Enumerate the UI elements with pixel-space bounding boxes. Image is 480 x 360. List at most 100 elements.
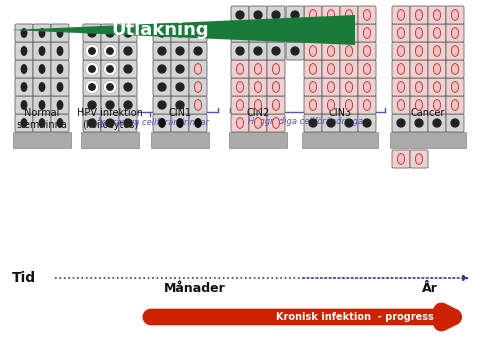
FancyBboxPatch shape xyxy=(249,42,267,60)
Circle shape xyxy=(236,11,244,19)
FancyBboxPatch shape xyxy=(189,96,207,114)
Bar xyxy=(229,132,287,148)
FancyBboxPatch shape xyxy=(267,6,285,24)
Ellipse shape xyxy=(38,28,46,38)
Ellipse shape xyxy=(363,46,371,57)
FancyBboxPatch shape xyxy=(171,114,189,132)
Circle shape xyxy=(291,29,299,37)
Text: Normal
slemhinna: Normal slemhinna xyxy=(17,108,67,130)
Ellipse shape xyxy=(346,64,353,75)
FancyBboxPatch shape xyxy=(153,42,171,60)
Ellipse shape xyxy=(327,82,335,93)
FancyBboxPatch shape xyxy=(446,24,464,42)
FancyBboxPatch shape xyxy=(15,78,33,96)
FancyBboxPatch shape xyxy=(340,60,358,78)
FancyBboxPatch shape xyxy=(358,24,376,42)
Ellipse shape xyxy=(57,64,63,74)
Circle shape xyxy=(124,29,132,37)
Ellipse shape xyxy=(397,28,405,39)
Circle shape xyxy=(397,119,405,127)
FancyBboxPatch shape xyxy=(15,60,33,78)
FancyBboxPatch shape xyxy=(340,42,358,60)
FancyBboxPatch shape xyxy=(119,114,137,132)
Circle shape xyxy=(106,119,114,127)
FancyBboxPatch shape xyxy=(358,114,376,132)
Circle shape xyxy=(254,29,262,37)
FancyBboxPatch shape xyxy=(51,96,69,114)
Circle shape xyxy=(194,29,202,37)
Circle shape xyxy=(124,65,132,73)
Ellipse shape xyxy=(433,10,441,21)
FancyBboxPatch shape xyxy=(428,78,446,96)
Ellipse shape xyxy=(346,100,353,111)
Circle shape xyxy=(363,119,371,127)
FancyBboxPatch shape xyxy=(249,78,267,96)
FancyBboxPatch shape xyxy=(101,114,119,132)
Circle shape xyxy=(103,62,117,76)
Ellipse shape xyxy=(194,100,202,111)
Ellipse shape xyxy=(21,46,27,56)
Ellipse shape xyxy=(194,118,202,128)
Ellipse shape xyxy=(21,82,27,92)
Ellipse shape xyxy=(415,10,422,21)
Ellipse shape xyxy=(310,10,317,21)
FancyBboxPatch shape xyxy=(83,114,101,132)
FancyBboxPatch shape xyxy=(249,24,267,42)
Ellipse shape xyxy=(272,64,279,75)
FancyBboxPatch shape xyxy=(231,96,249,114)
Ellipse shape xyxy=(433,46,441,57)
FancyBboxPatch shape xyxy=(33,42,51,60)
FancyBboxPatch shape xyxy=(410,60,428,78)
FancyBboxPatch shape xyxy=(410,114,428,132)
FancyBboxPatch shape xyxy=(392,114,410,132)
Bar xyxy=(81,132,139,148)
Ellipse shape xyxy=(327,100,335,111)
FancyBboxPatch shape xyxy=(340,114,358,132)
FancyBboxPatch shape xyxy=(358,6,376,24)
FancyBboxPatch shape xyxy=(171,96,189,114)
FancyBboxPatch shape xyxy=(392,6,410,24)
Circle shape xyxy=(236,47,244,55)
Circle shape xyxy=(176,83,184,91)
FancyBboxPatch shape xyxy=(392,24,410,42)
Circle shape xyxy=(291,47,299,55)
FancyBboxPatch shape xyxy=(286,42,304,60)
FancyBboxPatch shape xyxy=(322,6,340,24)
FancyBboxPatch shape xyxy=(51,42,69,60)
Ellipse shape xyxy=(57,100,63,110)
FancyBboxPatch shape xyxy=(189,114,207,132)
Circle shape xyxy=(291,11,299,19)
FancyBboxPatch shape xyxy=(249,6,267,24)
Text: Höggradiga cellförändringar: Höggradiga cellförändringar xyxy=(248,117,367,126)
Circle shape xyxy=(124,47,132,55)
Ellipse shape xyxy=(38,64,46,74)
FancyBboxPatch shape xyxy=(249,114,267,132)
Ellipse shape xyxy=(57,82,63,92)
Text: Tid: Tid xyxy=(12,271,36,285)
Ellipse shape xyxy=(254,100,262,111)
Ellipse shape xyxy=(310,46,317,57)
Circle shape xyxy=(103,80,117,94)
Ellipse shape xyxy=(236,118,244,129)
Ellipse shape xyxy=(194,64,202,75)
FancyBboxPatch shape xyxy=(304,96,322,114)
Circle shape xyxy=(124,119,132,127)
Ellipse shape xyxy=(346,28,353,39)
Ellipse shape xyxy=(38,100,46,110)
FancyBboxPatch shape xyxy=(83,78,101,96)
Circle shape xyxy=(107,84,113,90)
FancyBboxPatch shape xyxy=(322,78,340,96)
Ellipse shape xyxy=(158,118,166,128)
FancyBboxPatch shape xyxy=(119,78,137,96)
Ellipse shape xyxy=(310,82,317,93)
FancyBboxPatch shape xyxy=(231,24,249,42)
FancyBboxPatch shape xyxy=(189,24,207,42)
Ellipse shape xyxy=(451,100,458,111)
Circle shape xyxy=(272,29,280,37)
FancyBboxPatch shape xyxy=(304,78,322,96)
Ellipse shape xyxy=(236,82,244,93)
Ellipse shape xyxy=(415,154,422,165)
Ellipse shape xyxy=(254,64,262,75)
FancyBboxPatch shape xyxy=(101,42,119,60)
Ellipse shape xyxy=(176,118,184,128)
